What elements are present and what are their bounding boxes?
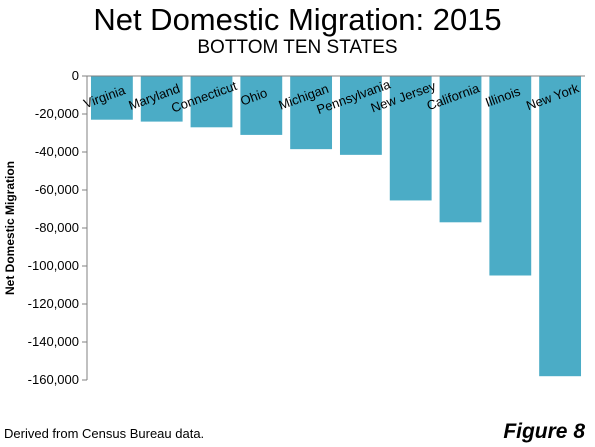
bar (90, 76, 133, 120)
bar (240, 76, 283, 135)
chart-title: Net Domestic Migration: 2015 (93, 2, 502, 37)
bar (290, 76, 333, 150)
y-tick-label: -40,000 (35, 144, 79, 159)
y-tick-label: -120,000 (28, 296, 79, 311)
source-note: Derived from Census Bureau data. (4, 426, 205, 441)
y-tick-label: -80,000 (35, 220, 79, 235)
bar (539, 76, 582, 377)
y-tick-label: -100,000 (28, 258, 79, 273)
bar (489, 76, 532, 276)
bar (439, 76, 482, 223)
figure-label: Figure 8 (503, 420, 585, 443)
y-tick-label: -160,000 (28, 372, 79, 387)
chart-subtitle: BOTTOM TEN STATES (197, 37, 398, 58)
bar (140, 76, 183, 122)
bar (339, 76, 382, 155)
y-tick-label: 0 (72, 68, 79, 83)
y-tick-label: -20,000 (35, 106, 79, 121)
y-tick-label: -140,000 (28, 334, 79, 349)
bar (190, 76, 233, 128)
y-axis-label: Net Domestic Migration (3, 161, 17, 295)
bar (389, 76, 432, 201)
y-tick-label: -60,000 (35, 182, 79, 197)
